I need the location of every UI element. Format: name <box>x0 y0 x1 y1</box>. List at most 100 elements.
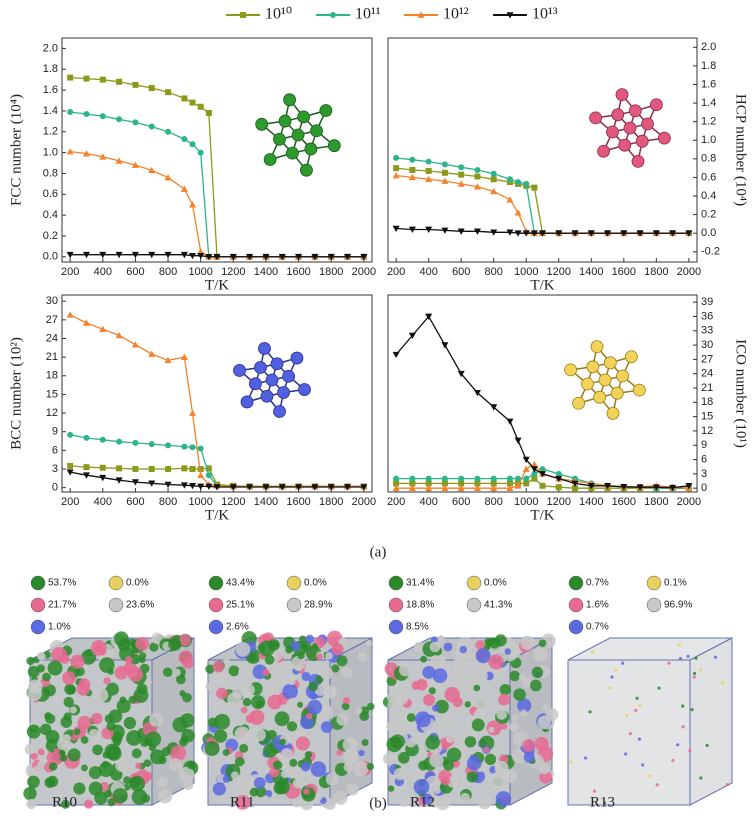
atom <box>616 369 629 383</box>
atom <box>632 383 646 397</box>
marker <box>393 480 400 487</box>
atom-cluster <box>432 704 440 712</box>
marker <box>531 470 538 477</box>
marker <box>197 103 204 110</box>
marker <box>604 482 612 490</box>
atom <box>283 93 296 107</box>
atom-cluster <box>346 783 359 796</box>
marker <box>344 253 352 261</box>
x-tick-label: 800 <box>159 266 177 278</box>
atom-cluster <box>92 744 103 756</box>
marker <box>506 480 513 487</box>
atom <box>254 361 267 374</box>
marker <box>164 174 172 181</box>
atom-cluster <box>242 697 252 707</box>
atom-cluster <box>264 654 275 665</box>
x-tick-label: 200 <box>387 266 405 278</box>
series-line <box>396 157 689 234</box>
atom-cluster <box>264 683 279 698</box>
marker <box>262 253 270 261</box>
atom-cluster <box>282 683 298 700</box>
y-tick-label: 0.6 <box>701 171 716 183</box>
atom-cluster <box>37 651 46 661</box>
atom-cluster <box>429 753 444 768</box>
y-tick-label: 0.8 <box>43 167 58 179</box>
marker <box>99 464 106 471</box>
marker <box>189 466 196 473</box>
marker <box>530 466 538 473</box>
y-tick-label: 1.2 <box>701 116 716 128</box>
atom-cluster <box>637 737 642 741</box>
marker <box>620 483 628 491</box>
percent-label: 2.6% <box>226 622 249 633</box>
atom-cluster <box>286 721 298 732</box>
atom-cluster <box>331 642 344 656</box>
atom-cluster <box>484 753 497 766</box>
x-tick-label: 2000 <box>677 266 701 278</box>
atom-cluster <box>212 782 226 796</box>
atom-cluster <box>307 699 323 715</box>
atom-cluster <box>56 738 68 750</box>
marker <box>82 150 90 157</box>
atom-cluster <box>67 685 77 695</box>
marker <box>99 76 106 83</box>
marker <box>148 466 155 473</box>
marker <box>189 201 197 208</box>
atom <box>300 163 313 177</box>
atom <box>618 138 632 152</box>
atom-cluster <box>178 766 195 783</box>
atom-cluster <box>435 795 451 811</box>
legend-marker <box>240 12 246 18</box>
legend-ball <box>208 575 224 591</box>
marker <box>115 157 123 164</box>
y-tick-label: 1.8 <box>701 60 716 72</box>
marker <box>131 479 139 486</box>
atom-cluster <box>471 667 488 684</box>
y-tick-label: 1.6 <box>701 78 716 90</box>
marker <box>131 341 139 348</box>
atom-cluster <box>392 709 402 720</box>
legend-ball <box>30 575 46 591</box>
atom-cluster <box>411 680 421 690</box>
atom-cluster <box>413 641 425 653</box>
atom <box>258 342 271 355</box>
atom-cluster <box>441 715 456 729</box>
y-tick-label: 15 <box>701 411 713 423</box>
atom-cluster <box>361 738 369 746</box>
atom <box>278 114 292 128</box>
atom-cluster <box>267 694 283 710</box>
x-tick-label: 600 <box>126 266 144 278</box>
atom-cluster <box>106 682 119 696</box>
atom-cluster <box>679 657 683 661</box>
legend-marker <box>417 11 425 18</box>
atom <box>285 146 299 160</box>
atom-cluster <box>129 776 141 788</box>
marker <box>530 460 538 468</box>
atom-cluster <box>274 711 290 727</box>
atom-cluster <box>302 699 309 706</box>
atom <box>282 369 295 383</box>
atom-cluster <box>124 656 133 664</box>
atom-cluster <box>101 760 110 769</box>
atom-cluster <box>693 671 697 675</box>
atom-cluster <box>205 664 215 674</box>
atom-cluster <box>325 772 339 786</box>
atom-cluster <box>386 721 397 732</box>
marker <box>604 230 612 237</box>
atom-cluster <box>235 778 252 794</box>
marker <box>409 475 416 482</box>
atom-cluster <box>483 746 490 753</box>
percent-label: 21.7% <box>48 600 76 611</box>
marker <box>189 444 196 451</box>
atom-cluster <box>545 708 559 722</box>
cluster-icon <box>233 342 311 418</box>
marker <box>425 480 432 487</box>
marker <box>99 325 107 332</box>
marker <box>165 466 172 473</box>
marker <box>99 436 106 443</box>
legend-ball <box>388 597 404 613</box>
marker <box>83 434 90 441</box>
atom-cluster <box>383 752 396 766</box>
marker <box>148 85 155 92</box>
